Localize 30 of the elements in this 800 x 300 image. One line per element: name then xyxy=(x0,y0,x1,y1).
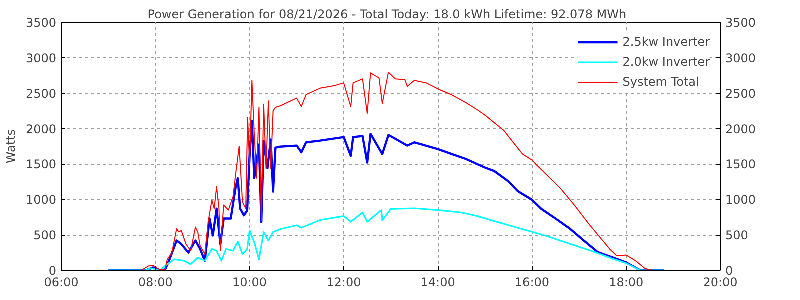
y-tick-label: 3500 xyxy=(26,16,57,30)
y-axis-title: Watts xyxy=(4,129,18,164)
y2-tick-label: 3500 xyxy=(726,16,756,30)
x-tick-label: 20:00 xyxy=(703,276,738,290)
y-tick-label: 1500 xyxy=(26,158,57,172)
x-tick-label: 06:00 xyxy=(44,276,79,290)
x-tick-label: 18:00 xyxy=(609,276,644,290)
legend-label: 2.5kw Inverter xyxy=(622,35,710,49)
y2-tick-label: 1500 xyxy=(726,158,756,172)
y2-tick-label: 3000 xyxy=(726,51,756,66)
y-tick-label: 1000 xyxy=(26,193,57,208)
x-tick-label: 10:00 xyxy=(232,276,268,290)
legend-label: 2.0kw Inverter xyxy=(622,55,710,69)
y-tick-label: 0 xyxy=(48,264,57,278)
y2-tick-label: 0 xyxy=(726,264,734,278)
y2-tick-label: 500 xyxy=(726,228,748,243)
x-tick-label: 14:00 xyxy=(420,276,456,290)
x-tick-label: 12:00 xyxy=(326,276,362,290)
x-tick-label: 16:00 xyxy=(514,276,550,290)
y-tick-label: 2000 xyxy=(26,122,57,136)
y2-tick-label: 2500 xyxy=(726,86,756,101)
chart-title: Power Generation for 08/21/2026 - Total Today: 18.0 kWh Lifetime: 92.078 MWh xyxy=(148,8,627,22)
legend-label: System Total xyxy=(622,75,700,89)
y-tick-label: 3000 xyxy=(26,51,57,66)
x-tick-label: 08:00 xyxy=(138,276,173,290)
y2-tick-label: 1000 xyxy=(726,193,756,208)
y-tick-label: 2500 xyxy=(26,86,57,101)
line-series xyxy=(108,208,665,270)
y-tick-label: 500 xyxy=(34,228,56,243)
y2-tick-label: 2000 xyxy=(726,122,756,136)
